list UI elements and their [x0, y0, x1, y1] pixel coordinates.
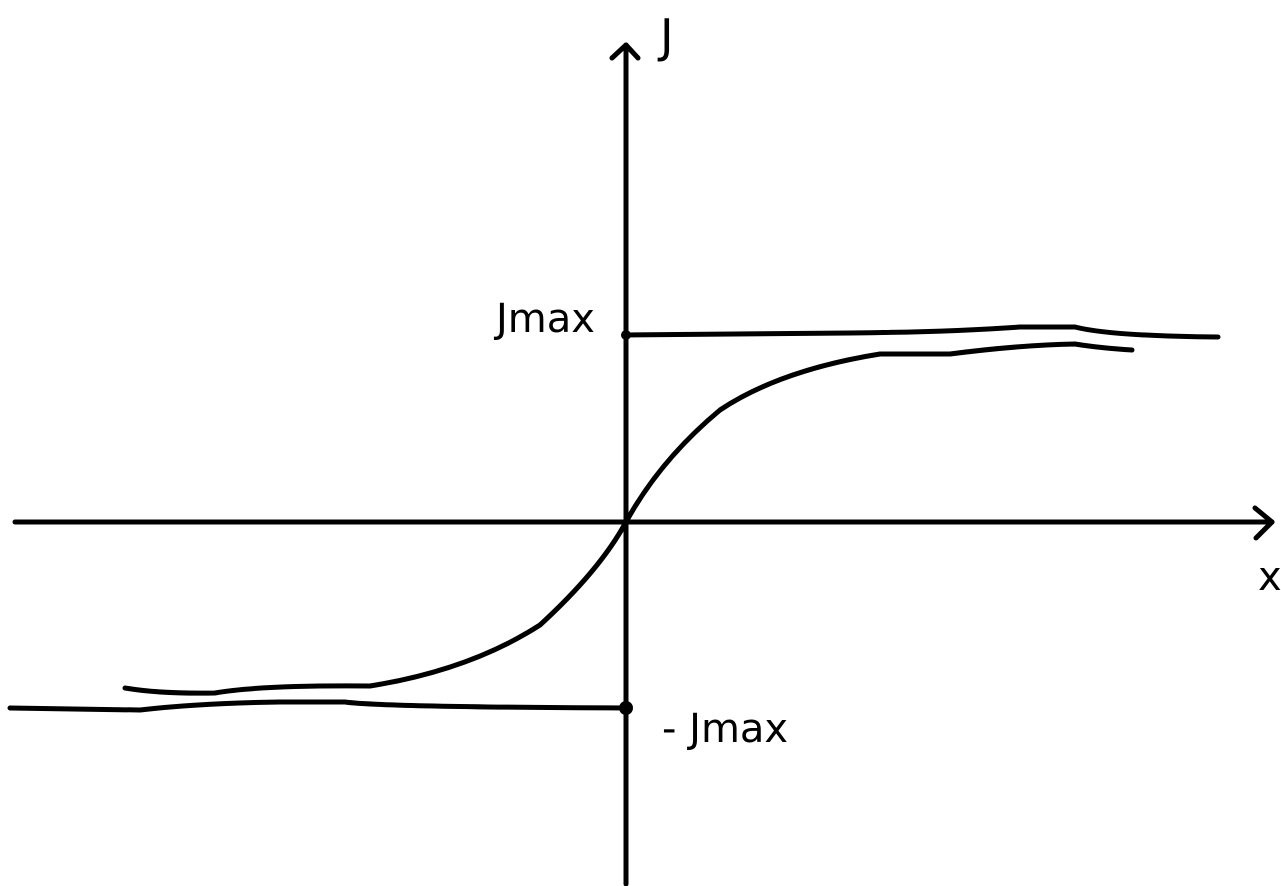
upper-asymptote: [623, 324, 1221, 340]
upper-point: [621, 330, 631, 340]
y-axis-label: J: [657, 9, 674, 63]
lower-point: [619, 701, 633, 715]
lower-label: - Jmax: [662, 706, 788, 752]
x-axis-arrow: [1252, 505, 1275, 541]
sigmoid-curve: [122, 341, 1135, 696]
y-axis-arrow: [609, 42, 641, 61]
upper-label: Jmax: [493, 296, 595, 342]
x-axis-label: x: [1258, 554, 1281, 600]
lower-asymptote: [7, 699, 629, 713]
